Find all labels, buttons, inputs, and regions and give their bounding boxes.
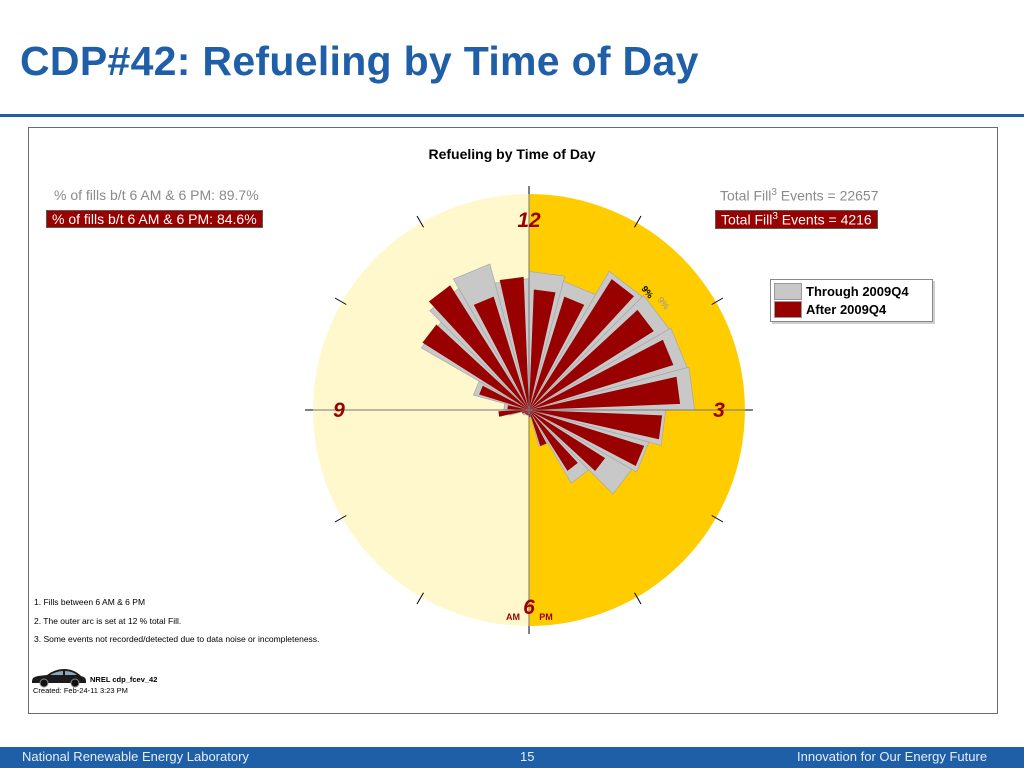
red-pct-label: % of fills b/t 6 AM & 6 PM: 84.6% bbox=[46, 210, 263, 228]
clock-tick bbox=[634, 215, 642, 228]
red-bar bbox=[473, 296, 529, 410]
clock-tick bbox=[334, 515, 347, 523]
red-bar bbox=[529, 339, 674, 410]
red-bar bbox=[529, 296, 585, 410]
red-bar bbox=[529, 410, 645, 467]
clock-label-3: 3 bbox=[713, 399, 725, 422]
red-bar bbox=[479, 385, 529, 410]
nrel-id: NREL cdp_fcev_42 bbox=[90, 675, 158, 684]
footer-tagline: Innovation for Our Energy Future bbox=[797, 749, 988, 764]
chart-legend: Through 2009Q4 After 2009Q4 bbox=[770, 279, 933, 322]
title-divider bbox=[0, 114, 1024, 117]
red-bar bbox=[529, 289, 556, 410]
red-bar bbox=[529, 410, 606, 472]
red-bar bbox=[529, 410, 663, 440]
red-bar bbox=[499, 276, 529, 410]
red-series-bars bbox=[422, 276, 681, 472]
pm-label: PM bbox=[539, 612, 553, 622]
red-bar bbox=[525, 410, 529, 415]
red-bar bbox=[529, 376, 681, 410]
legend-item-red: After 2009Q4 bbox=[774, 300, 932, 318]
footnote-2: 2. The outer arc is set at 12 % total Fi… bbox=[34, 615, 182, 626]
clock-label-6: 6 bbox=[523, 596, 535, 619]
red-bar bbox=[529, 309, 654, 410]
clock-tick bbox=[711, 297, 724, 305]
clock-tick bbox=[711, 515, 724, 523]
slide-title: CDP#42: Refueling by Time of Day bbox=[20, 38, 699, 84]
legend-item-gray: Through 2009Q4 bbox=[774, 282, 932, 300]
chart-title: Refueling by Time of Day bbox=[428, 146, 596, 162]
footnote-3: 3. Some events not recorded/detected due… bbox=[34, 634, 320, 644]
gray-pct-label: % of fills b/t 6 AM & 6 PM: 89.7% bbox=[54, 187, 259, 203]
footer-org: National Renewable Energy Laboratory bbox=[22, 749, 249, 764]
am-label: AM bbox=[506, 612, 520, 622]
footnotes: 1. Fills between 6 AM & 6 PM 2. The oute… bbox=[34, 597, 319, 653]
clock-tick bbox=[634, 592, 642, 605]
gray-total-label: Total Fill3 Events = 22657 bbox=[720, 187, 879, 204]
red-bar bbox=[507, 405, 529, 410]
legend-swatch-gray bbox=[774, 282, 802, 300]
red-bar bbox=[526, 410, 529, 416]
legend-label-gray: Through 2009Q4 bbox=[806, 283, 909, 299]
created-stamp: Created: Feb-24-11 3:23 PM bbox=[33, 686, 128, 695]
page-number: 15 bbox=[520, 749, 535, 764]
legend-swatch-red bbox=[774, 300, 802, 318]
red-bar bbox=[498, 410, 529, 417]
clock-tick bbox=[416, 592, 424, 605]
car-icon bbox=[32, 669, 86, 688]
red-bar bbox=[529, 410, 547, 447]
red-total-label: Total Fill3 Events = 4216 bbox=[715, 210, 878, 229]
legend-label-red: After 2009Q4 bbox=[806, 301, 887, 317]
footer-bar: National Renewable Energy Laboratory 15 … bbox=[0, 747, 1024, 768]
red-bar bbox=[422, 324, 529, 410]
red-bar bbox=[522, 410, 529, 414]
footnote-1: 1. Fills between 6 AM & 6 PM bbox=[34, 597, 146, 607]
clock-tick bbox=[416, 215, 424, 228]
red-bar bbox=[428, 285, 529, 410]
clock-label-12: 12 bbox=[517, 209, 541, 232]
clock-tick bbox=[334, 297, 347, 305]
clock-label-9: 9 bbox=[333, 399, 345, 422]
red-bar bbox=[529, 410, 578, 471]
red-bar bbox=[529, 279, 634, 410]
red-bar bbox=[524, 410, 529, 414]
